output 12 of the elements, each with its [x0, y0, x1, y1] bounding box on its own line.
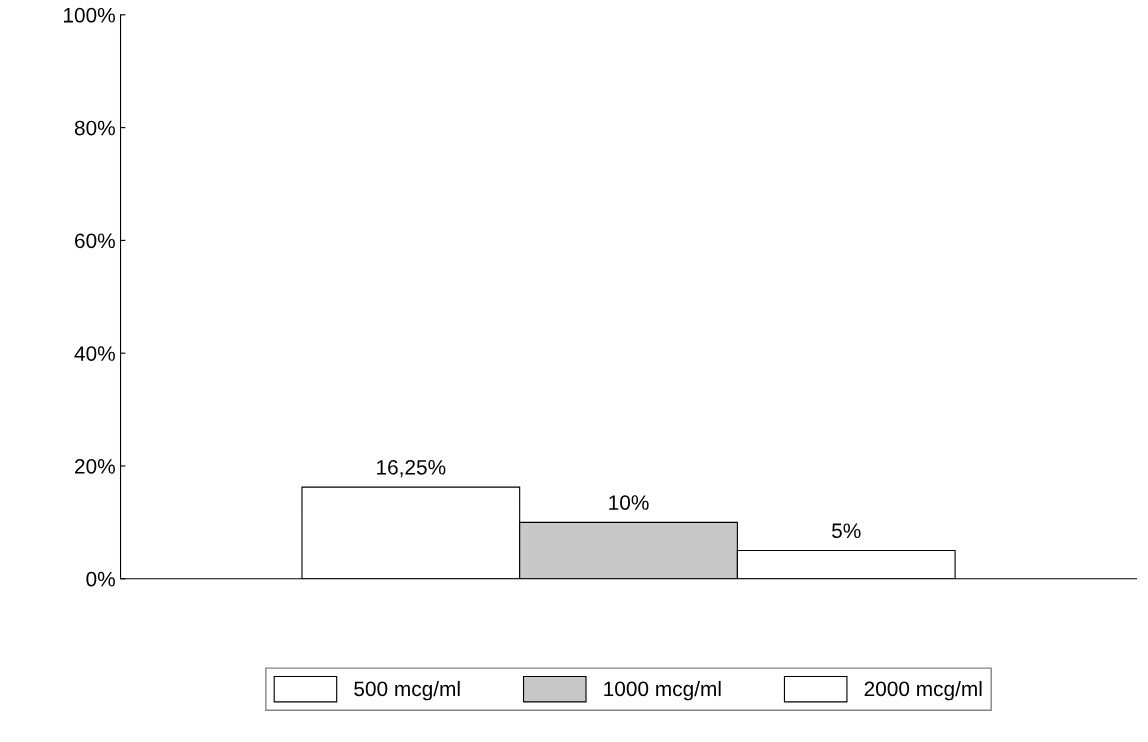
data-label: 5%: [832, 523, 861, 539]
data-label: 16,25%: [377, 459, 446, 478]
y-tick-label: 60%: [75, 233, 115, 249]
data-label: 10%: [609, 495, 649, 510]
y-tick-label: 20%: [75, 458, 115, 474]
legend-label: 500 mcg/ml: [354, 680, 460, 701]
y-tick-label: 80%: [74, 120, 115, 136]
y-tick-label: 100%: [63, 7, 115, 23]
y-tick-label: 0%: [86, 571, 115, 587]
y-tick-label: 40%: [74, 346, 115, 361]
legend-label: 2000 mcg/ml: [864, 680, 982, 701]
legend-label: 1000 mcg/ml: [604, 680, 721, 701]
